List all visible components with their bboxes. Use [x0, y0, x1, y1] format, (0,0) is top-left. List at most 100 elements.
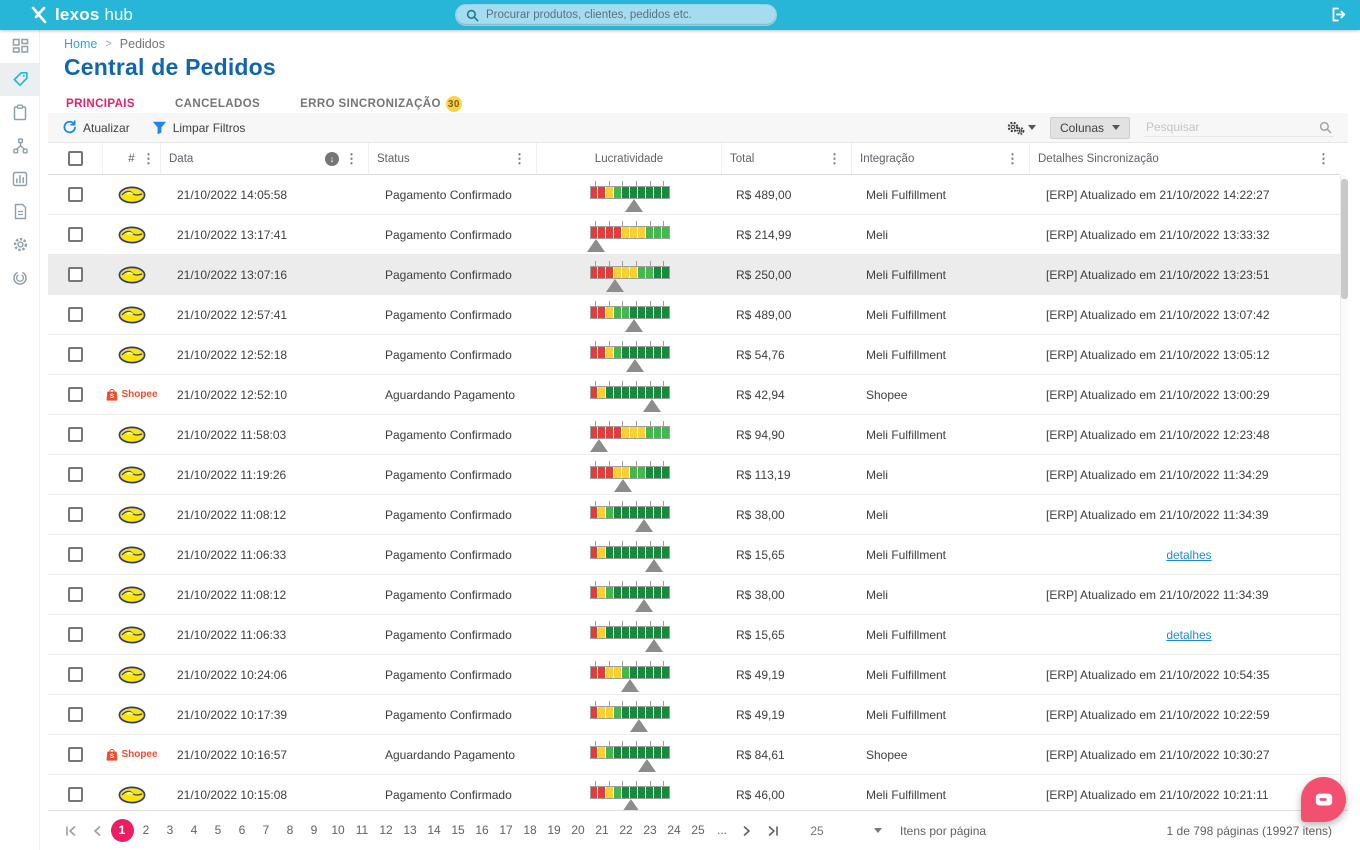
clear-filters-button[interactable]: Limpar Filtros	[152, 120, 245, 135]
page-number[interactable]: 6	[238, 823, 246, 837]
breadcrumb-home-link[interactable]: Home	[64, 37, 98, 51]
page-number[interactable]: 5	[214, 823, 222, 837]
sidebar-item-settings[interactable]	[0, 228, 40, 261]
page-number[interactable]: 18	[523, 823, 537, 837]
page-number[interactable]: 8	[286, 823, 294, 837]
row-checkbox[interactable]	[68, 227, 83, 242]
page-number[interactable]: 20	[571, 823, 585, 837]
table-row[interactable]: S 21/10/2022 11:06:33 Pagamento Confirma…	[48, 535, 1340, 575]
row-checkbox[interactable]	[68, 427, 83, 442]
table-row[interactable]: S 21/10/2022 12:57:41 Pagamento Confirma…	[48, 295, 1340, 335]
column-menu-icon[interactable]: ⋮	[513, 151, 526, 166]
page-number[interactable]: 19	[547, 823, 561, 837]
refresh-button[interactable]: Atualizar	[62, 120, 130, 135]
page-number[interactable]: 21	[595, 823, 609, 837]
row-checkbox[interactable]	[68, 547, 83, 562]
page-number[interactable]: 12	[379, 823, 393, 837]
logout-icon[interactable]	[1330, 6, 1347, 23]
table-search[interactable]	[1144, 118, 1334, 137]
next-page-button[interactable]	[734, 825, 760, 837]
lexos-x-icon	[30, 6, 50, 24]
column-menu-icon[interactable]: ⋮	[142, 151, 155, 166]
table-row[interactable]: S 21/10/2022 11:06:33 Pagamento Confirma…	[48, 615, 1340, 655]
row-checkbox[interactable]	[68, 507, 83, 522]
table-row[interactable]: S 21/10/2022 11:58:03 Pagamento Confirma…	[48, 415, 1340, 455]
row-checkbox[interactable]	[68, 787, 83, 802]
row-checkbox[interactable]	[68, 267, 83, 282]
select-all-checkbox[interactable]	[67, 151, 83, 166]
page-number[interactable]: 17	[499, 823, 513, 837]
page-number[interactable]: 11	[355, 823, 369, 837]
profit-segment	[606, 226, 614, 238]
page-number[interactable]: 16	[475, 823, 489, 837]
sidebar-item-documents[interactable]	[0, 195, 40, 228]
table-row[interactable]: S 21/10/2022 10:15:08 Pagamento Confirma…	[48, 775, 1340, 810]
row-checkbox[interactable]	[68, 347, 83, 362]
tab-erro-sincronizacao[interactable]: ERRO SINCRONIZAÇÃO 30	[298, 90, 464, 119]
column-menu-icon[interactable]: ⋮	[828, 151, 841, 166]
table-row[interactable]: S 21/10/2022 13:07:16 Pagamento Confirma…	[48, 255, 1340, 295]
scrollbar-thumb[interactable]	[1341, 179, 1348, 299]
global-search[interactable]	[455, 4, 777, 26]
page-number[interactable]: 23	[643, 823, 657, 837]
sidebar-item-dashboard[interactable]	[0, 30, 40, 63]
table-settings-button[interactable]	[1006, 120, 1036, 136]
table-row[interactable]: S Shopee 21/10/2022 12:52:10 Aguardando …	[48, 375, 1340, 415]
row-checkbox[interactable]	[68, 387, 83, 402]
page-number[interactable]: 15	[451, 823, 465, 837]
row-checkbox[interactable]	[68, 467, 83, 482]
first-page-button[interactable]	[58, 825, 84, 837]
sidebar-item-support[interactable]	[0, 261, 40, 294]
page-number[interactable]: 3	[166, 823, 174, 837]
page-number[interactable]: 2	[142, 823, 150, 837]
row-checkbox[interactable]	[68, 187, 83, 202]
column-menu-icon[interactable]: ⋮	[1006, 151, 1019, 166]
brand-logo[interactable]: lexos hub	[0, 5, 133, 25]
page-number[interactable]: 25	[691, 823, 705, 837]
row-checkbox[interactable]	[68, 747, 83, 762]
page-number[interactable]: 13	[403, 823, 417, 837]
page-number[interactable]: 4	[190, 823, 198, 837]
table-row[interactable]: S 21/10/2022 11:19:26 Pagamento Confirma…	[48, 455, 1340, 495]
table-row[interactable]: S 21/10/2022 11:08:12 Pagamento Confirma…	[48, 575, 1340, 615]
page-number[interactable]: 14	[427, 823, 441, 837]
column-menu-icon[interactable]: ⋮	[345, 151, 358, 166]
prev-page-button[interactable]	[84, 825, 110, 837]
table-row[interactable]: S 21/10/2022 10:24:06 Pagamento Confirma…	[48, 655, 1340, 695]
table-row[interactable]: S 21/10/2022 11:08:12 Pagamento Confirma…	[48, 495, 1340, 535]
profit-cell	[537, 538, 722, 572]
table-row[interactable]: S 21/10/2022 13:17:41 Pagamento Confirma…	[48, 215, 1340, 255]
sidebar-item-integrations[interactable]	[0, 129, 40, 162]
global-search-input[interactable]	[486, 9, 766, 21]
page-number[interactable]: 1	[110, 819, 134, 842]
table-row[interactable]: S 21/10/2022 10:17:39 Pagamento Confirma…	[48, 695, 1340, 735]
row-checkbox[interactable]	[68, 667, 83, 682]
sync-details-link[interactable]: detalhes	[1166, 627, 1212, 642]
page-number[interactable]: 24	[667, 823, 681, 837]
sidebar-item-clipboard[interactable]	[0, 96, 40, 129]
columns-button[interactable]: Colunas	[1049, 116, 1130, 139]
page-number[interactable]: 7	[262, 823, 270, 837]
table-search-input[interactable]	[1146, 120, 1319, 134]
page-size-select[interactable]: 25	[802, 824, 882, 838]
table-row[interactable]: S 21/10/2022 12:52:18 Pagamento Confirma…	[48, 335, 1340, 375]
chat-widget-button[interactable]	[1301, 777, 1346, 822]
sort-desc-icon[interactable]: ↓	[325, 151, 339, 166]
row-checkbox[interactable]	[68, 307, 83, 322]
row-checkbox[interactable]	[68, 707, 83, 722]
sidebar-item-reports[interactable]	[0, 162, 40, 195]
page-number[interactable]: 9	[310, 823, 318, 837]
table-row[interactable]: S Shopee 21/10/2022 10:16:57 Aguardando …	[48, 735, 1340, 775]
profit-segment	[598, 426, 606, 438]
column-menu-icon[interactable]: ⋮	[1317, 151, 1330, 166]
table-row[interactable]: S 21/10/2022 14:05:58 Pagamento Confirma…	[48, 175, 1340, 215]
row-checkbox[interactable]	[68, 627, 83, 642]
page-number[interactable]: 10	[331, 823, 345, 837]
sidebar-item-orders[interactable]	[0, 63, 40, 96]
page-number[interactable]: 22	[619, 823, 633, 837]
tab-cancelados[interactable]: CANCELADOS	[173, 90, 262, 119]
sync-details-link[interactable]: detalhes	[1166, 547, 1212, 562]
last-page-button[interactable]	[760, 825, 786, 837]
table-scrollbar[interactable]	[1340, 175, 1348, 810]
row-checkbox[interactable]	[68, 587, 83, 602]
